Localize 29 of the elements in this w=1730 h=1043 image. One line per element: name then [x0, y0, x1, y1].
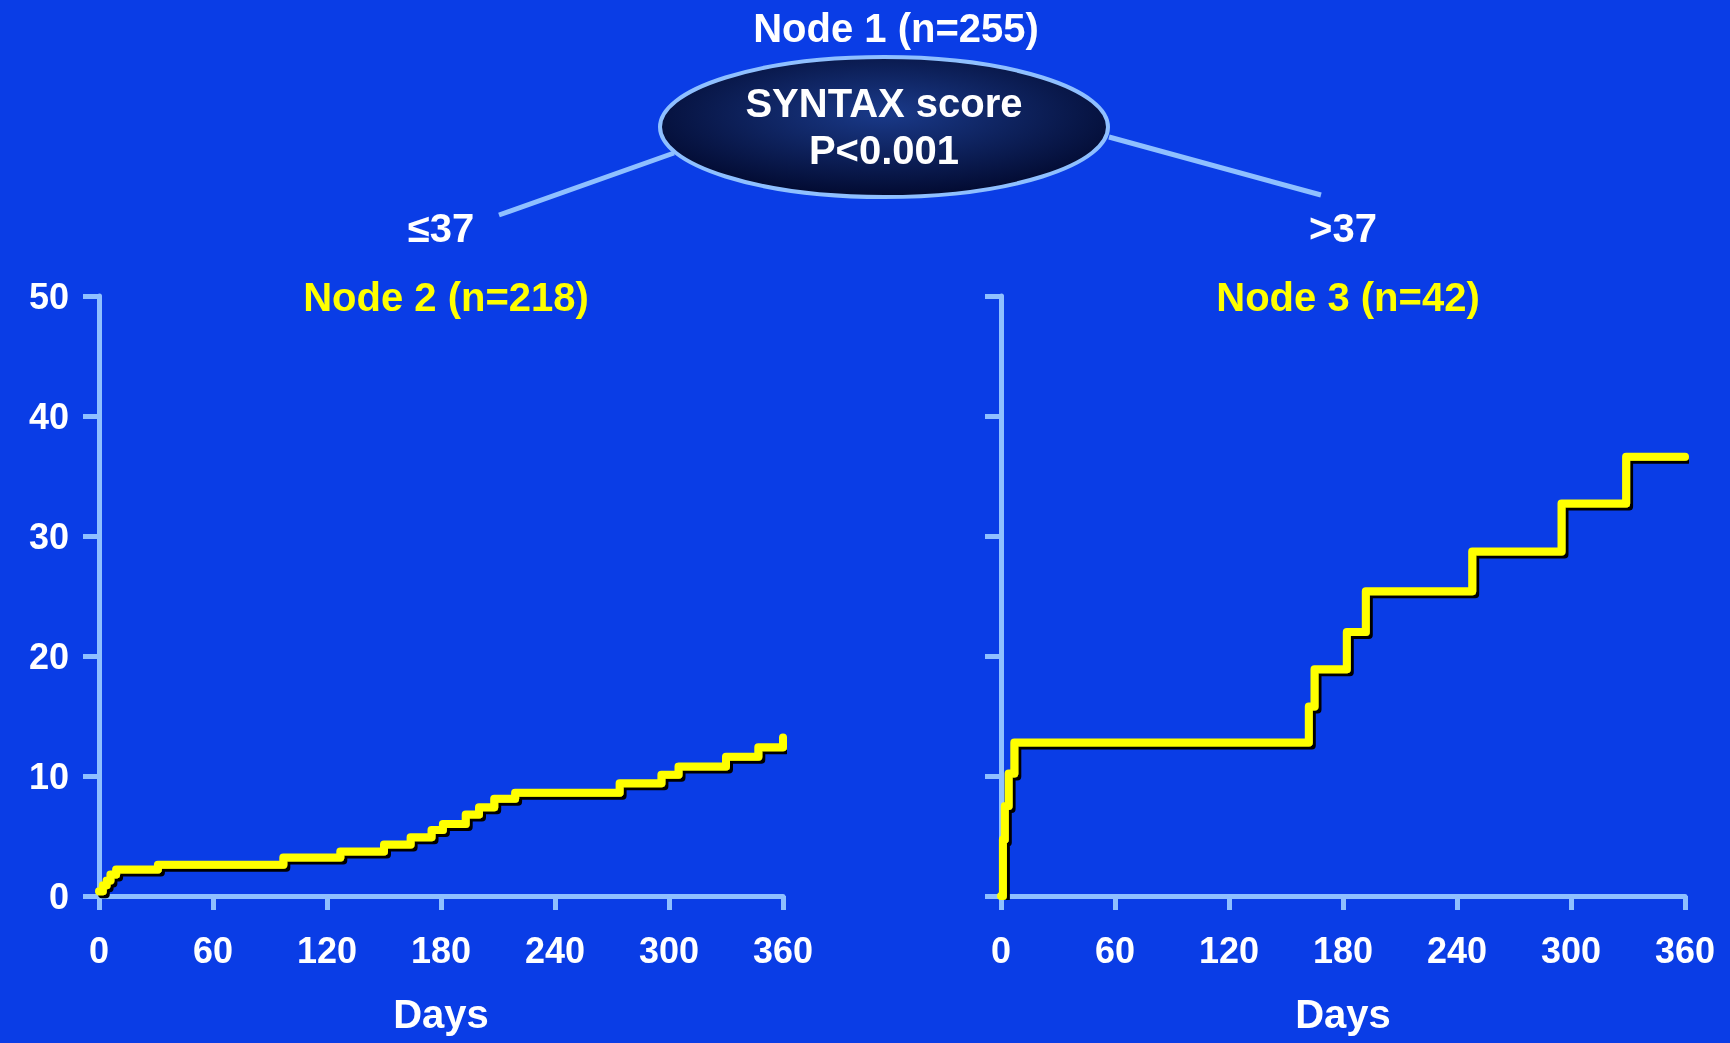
- text: Node 1 (n=255): [753, 6, 1039, 50]
- x-tick-label: 180: [410, 929, 472, 971]
- x-tick-label: 180: [1312, 929, 1374, 971]
- x-tick-label: 300: [638, 929, 700, 971]
- text: P<0.001: [808, 128, 960, 172]
- x-tick-label: 0: [990, 929, 1012, 971]
- text: ≤37: [407, 206, 475, 250]
- text: SYNTAX score: [745, 81, 1023, 125]
- x-tick-label: 0: [88, 929, 110, 971]
- y-tick-label: 10: [28, 755, 69, 797]
- y-tick-label: 40: [28, 395, 69, 437]
- x-tick-label: 120: [1198, 929, 1260, 971]
- y-tick-label: 20: [28, 635, 69, 677]
- x-tick-label: 240: [524, 929, 586, 971]
- chart-title: Node 3 (n=42): [1216, 275, 1480, 319]
- x-tick-label: 60: [1094, 929, 1136, 971]
- y-tick-label: 50: [28, 275, 69, 317]
- x-tick-label: 360: [752, 929, 814, 971]
- x-axis-title: Days: [1295, 992, 1391, 1036]
- x-tick-label: 60: [192, 929, 234, 971]
- x-tick-label: 240: [1426, 929, 1488, 971]
- x-tick-label: 300: [1540, 929, 1602, 971]
- chart-title: Node 2 (n=218): [303, 275, 589, 319]
- y-tick-label: 30: [28, 515, 69, 557]
- x-axis-title: Days: [393, 992, 489, 1036]
- x-tick-label: 120: [296, 929, 358, 971]
- text: >37: [1309, 206, 1377, 250]
- y-tick-label: 0: [48, 875, 69, 917]
- x-tick-label: 360: [1654, 929, 1716, 971]
